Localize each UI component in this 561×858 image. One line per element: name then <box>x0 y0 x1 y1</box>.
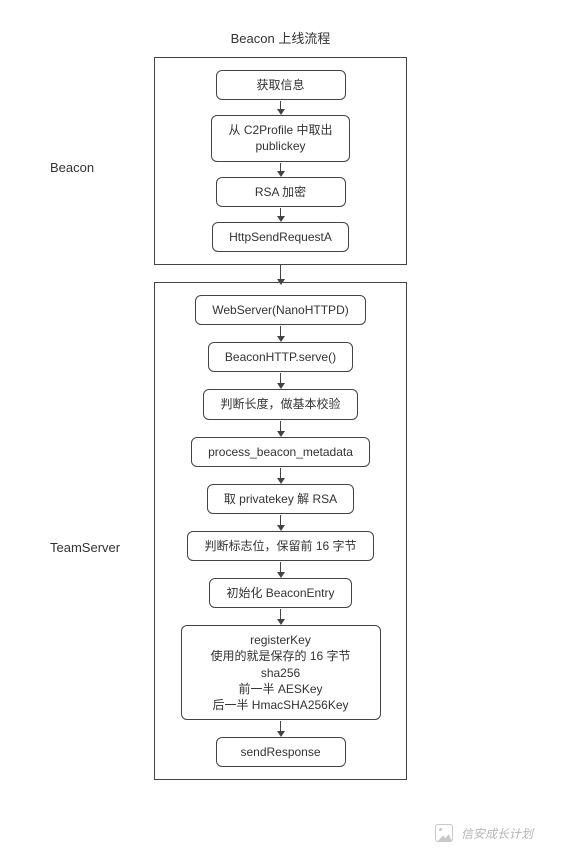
image-placeholder-icon <box>435 824 453 842</box>
arrow <box>277 326 285 342</box>
arrow <box>277 421 285 437</box>
node-sendresponse: sendResponse <box>216 737 346 767</box>
node-c2profile-publickey: 从 C2Profile 中取出publickey <box>211 115 349 161</box>
node-init-beaconentry: 初始化 BeaconEntry <box>209 578 351 608</box>
watermark: 信安成长计划 <box>435 824 533 842</box>
diagram-title: Beacon 上线流程 <box>0 0 561 57</box>
beacon-container: 获取信息 从 C2Profile 中取出publickey RSA 加密 Htt… <box>154 57 407 265</box>
node-beaconhttp-serve: BeaconHTTP.serve() <box>208 342 353 372</box>
node-privatekey-rsa: 取 privatekey 解 RSA <box>207 484 354 514</box>
node-registerkey: registerKey使用的就是保存的 16 字节sha256前一半 AESKe… <box>181 625 381 720</box>
arrow <box>277 609 285 625</box>
watermark-text: 信安成长计划 <box>461 825 533 842</box>
arrow <box>277 468 285 484</box>
arrow <box>277 562 285 578</box>
node-rsa-encrypt: RSA 加密 <box>216 177 346 207</box>
teamserver-section-label: TeamServer <box>50 540 120 555</box>
arrow <box>277 101 285 115</box>
node-webserver-nanohttpd: WebServer(NanoHTTPD) <box>195 295 365 325</box>
arrow <box>277 721 285 737</box>
arrow <box>277 208 285 222</box>
arrow <box>277 373 285 389</box>
arrow <box>277 515 285 531</box>
node-check-length: 判断长度，做基本校验 <box>203 389 357 419</box>
node-process-beacon-metadata: process_beacon_metadata <box>191 437 370 467</box>
node-httpsendrequesta: HttpSendRequestA <box>212 222 349 252</box>
node-get-info: 获取信息 <box>216 70 346 100</box>
teamserver-container: WebServer(NanoHTTPD) BeaconHTTP.serve() … <box>154 282 407 780</box>
arrow <box>277 163 285 177</box>
beacon-section-label: Beacon <box>50 160 94 175</box>
node-flag-16bytes: 判断标志位，保留前 16 字节 <box>187 531 373 561</box>
